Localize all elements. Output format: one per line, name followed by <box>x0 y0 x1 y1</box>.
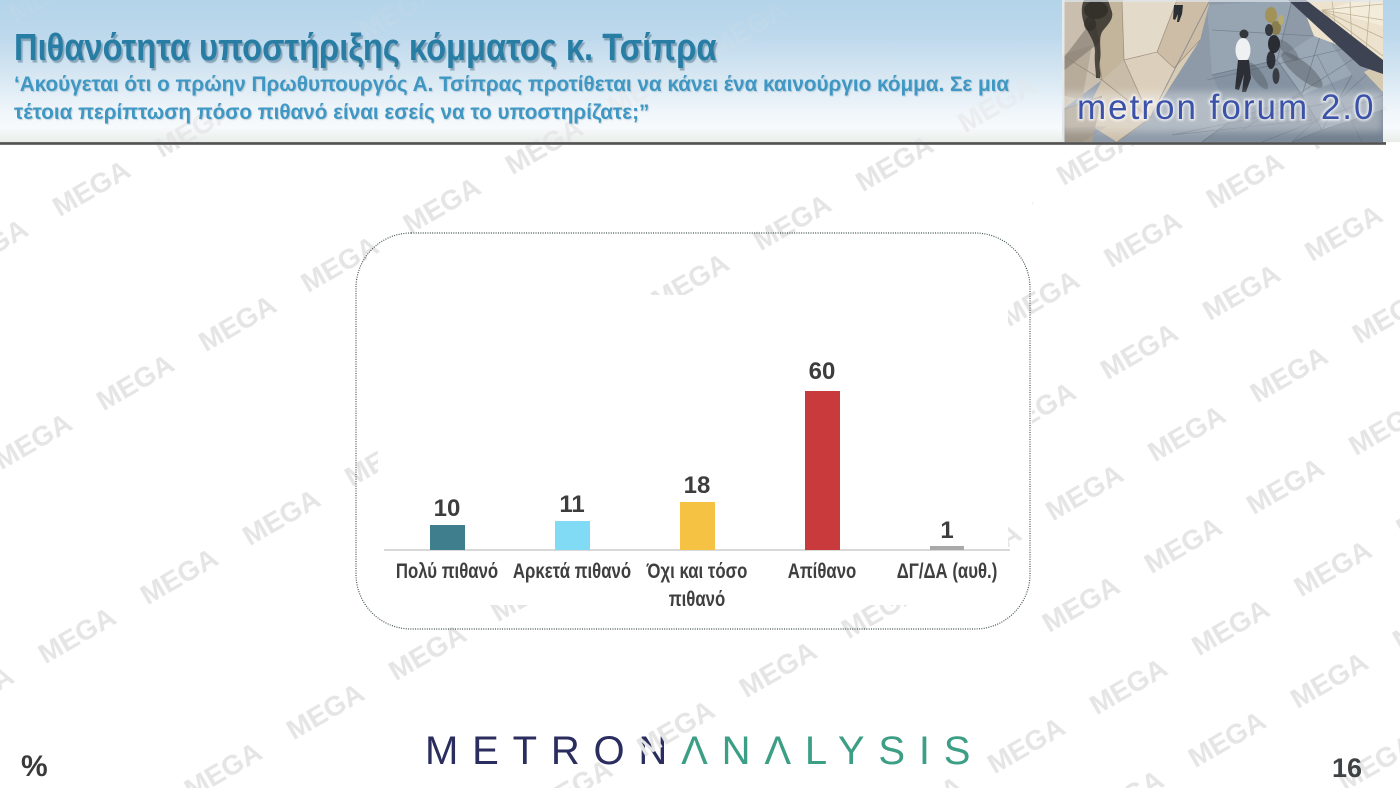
svg-text:metron forum 2.0: metron forum 2.0 <box>1077 88 1376 127</box>
svg-text:metron forum 2.0: metron forum 2.0 <box>1077 88 1376 127</box>
